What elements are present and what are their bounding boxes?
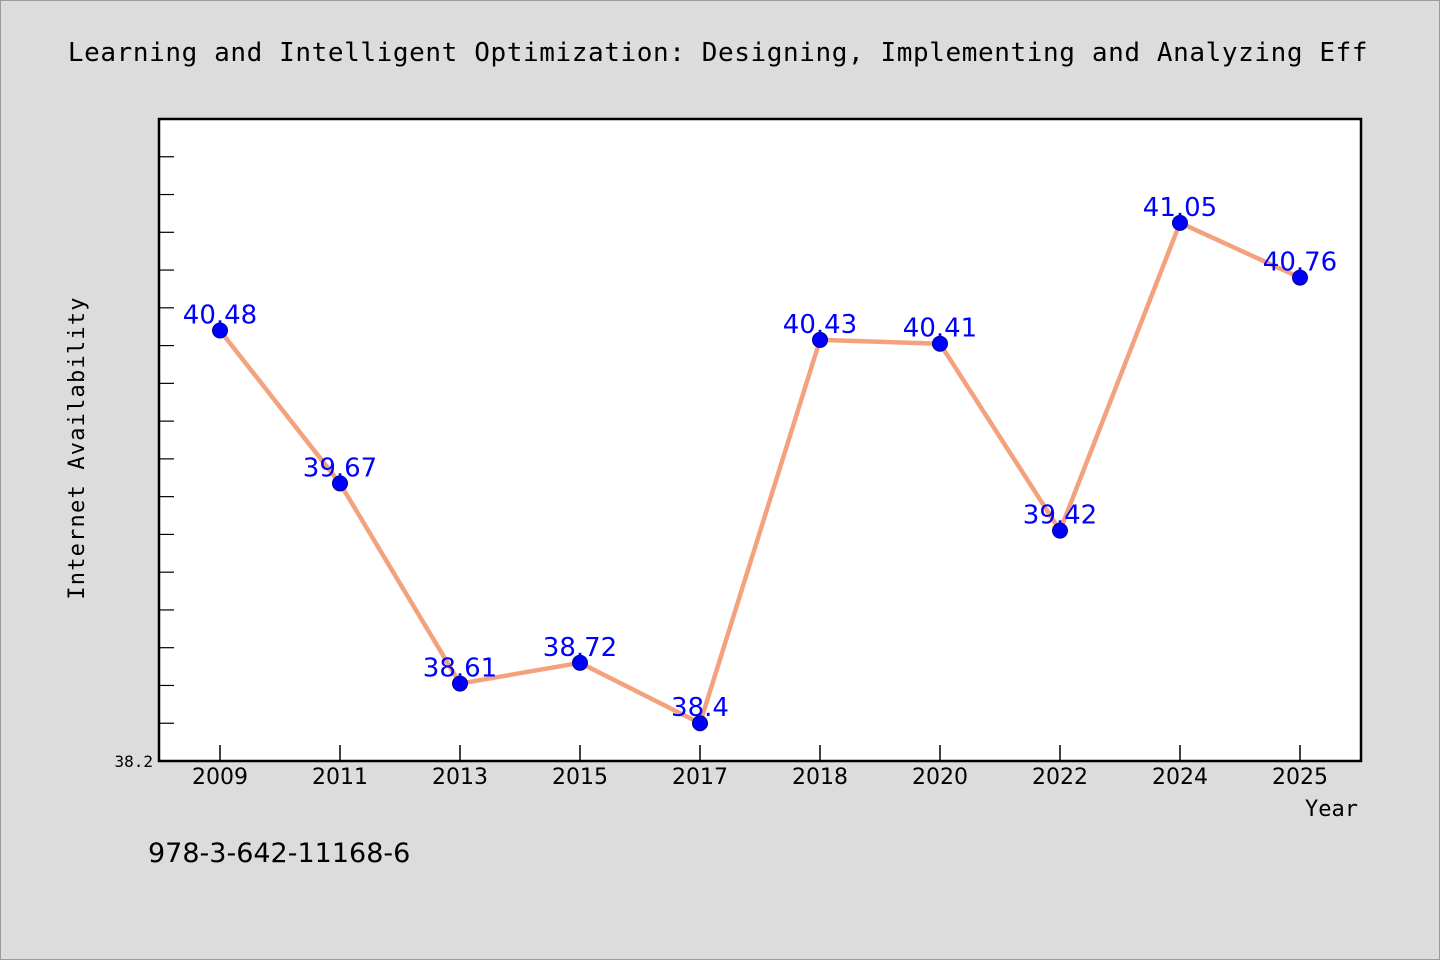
data-point — [692, 715, 708, 732]
data-point — [932, 335, 948, 352]
data-label: 38.72 — [543, 633, 617, 663]
x-tick-label: 2018 — [792, 765, 848, 790]
data-point — [812, 331, 828, 348]
y-axis-label: Internet Availability — [65, 296, 90, 599]
x-axis-label: Year — [1305, 797, 1358, 822]
plot-area — [157, 117, 1363, 763]
x-tick-label: 2024 — [1152, 765, 1208, 790]
x-axis: 2009 2011 2013 2015 2017 2018 2020 2022 2024 2025 — [192, 745, 1328, 790]
data-label: 40.48 — [183, 300, 257, 330]
x-tick-label: 2013 — [432, 765, 488, 790]
x-tick-label: 2025 — [1272, 765, 1328, 790]
data-label: 40.43 — [783, 310, 857, 340]
chart-title: Learning and Intelligent Optimization: D… — [68, 38, 1368, 68]
data-label: 39.67 — [303, 453, 377, 483]
footer-text: 978-3-642-11168-6 — [148, 838, 410, 869]
data-point — [332, 475, 348, 492]
data-label: 38.4 — [671, 693, 729, 723]
x-tick-label: 2022 — [1032, 765, 1088, 790]
x-tick-label: 2020 — [912, 765, 968, 790]
data-point — [572, 654, 588, 671]
data-point — [1292, 269, 1308, 286]
data-point — [452, 675, 468, 692]
series-line — [217, 220, 1303, 726]
data-label: 38.61 — [423, 654, 497, 684]
data-point — [1172, 214, 1188, 231]
data-label: 39.42 — [1023, 501, 1097, 531]
x-tick-label: 2015 — [552, 765, 608, 790]
data-label: 40.41 — [903, 314, 977, 344]
x-tick-label: 2017 — [672, 765, 728, 790]
x-tick-label: 2009 — [192, 765, 248, 790]
data-label: 41.05 — [1143, 193, 1217, 223]
y-tick-label: 38.2 — [114, 752, 153, 771]
x-tick-label: 2011 — [312, 765, 368, 790]
data-point — [212, 322, 228, 339]
data-labels: 40.48 39.67 38.61 38.72 38.4 40.43 40.41 39.42 4… — [183, 193, 1337, 723]
data-label: 40.76 — [1263, 248, 1337, 278]
y-axis-ticks — [159, 118, 174, 762]
series-markers — [212, 214, 1308, 732]
data-point — [1052, 522, 1068, 539]
